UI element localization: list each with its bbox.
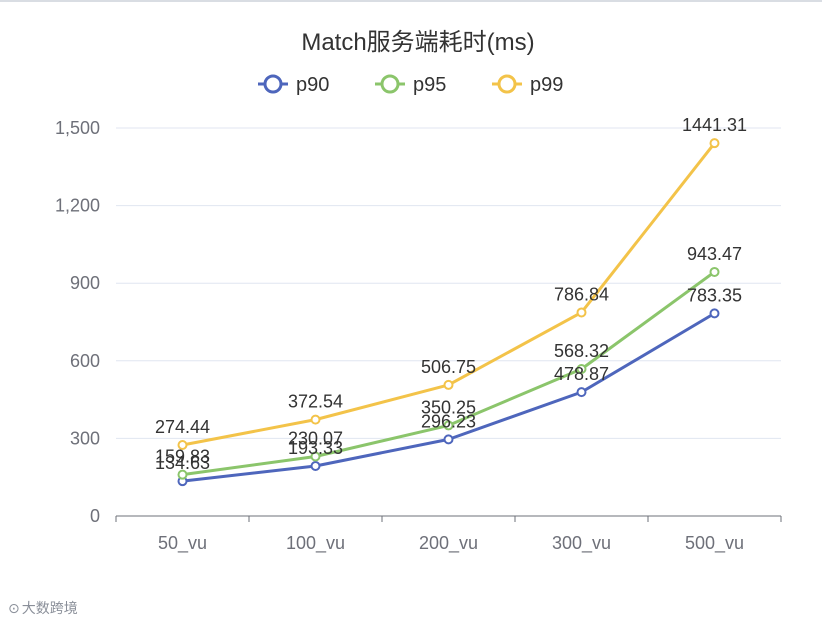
legend-marker-icon <box>497 74 517 94</box>
legend-label: p90 <box>296 74 329 96</box>
data-label-p99: 506.75 <box>421 357 476 377</box>
y-tick-label: 1,200 <box>55 196 100 216</box>
x-tick-label: 300_vu <box>552 533 611 554</box>
watermark: ⊙ 大数跨境 <box>8 598 78 618</box>
legend: p90 p95 p99 <box>258 74 563 96</box>
watermark-text: 大数跨境 <box>21 600 78 616</box>
series-p99 <box>177 138 720 451</box>
chart-title: Match服务端耗时(ms) <box>301 29 534 56</box>
series-group <box>177 138 720 487</box>
data-point-p95 <box>443 420 454 431</box>
legend-label: p95 <box>413 74 446 96</box>
data-point-p99 <box>177 440 188 451</box>
x-tick-label: 500_vu <box>685 533 744 554</box>
data-point-p99 <box>576 307 587 318</box>
data-point-p99 <box>709 138 720 149</box>
watermark-logo-icon: ⊙ <box>8 600 20 616</box>
top-border <box>0 0 822 2</box>
data-point-p95 <box>709 266 720 277</box>
data-label-p90: 193.33 <box>288 438 343 458</box>
y-tick-label: 0 <box>90 506 100 526</box>
data-label-p95: 230.07 <box>288 428 343 448</box>
data-label-p99: 786.84 <box>554 284 609 304</box>
data-label-p90: 478.87 <box>554 364 609 384</box>
grid <box>116 127 781 439</box>
y-tick-label: 300 <box>70 428 100 448</box>
data-label-p95: 568.32 <box>554 341 609 361</box>
data-labels: 134.63 193.33 296.23 478.87 783.35 159.83 230.… <box>155 115 747 473</box>
x-tick-label: 200_vu <box>419 533 478 554</box>
data-point-p95 <box>310 451 321 462</box>
data-point-p90 <box>576 387 587 398</box>
y-axis: 0 300 600 900 1,200 1,500 <box>55 118 100 526</box>
legend-item-p99: p99 <box>492 74 563 96</box>
data-label-p99: 372.54 <box>288 392 343 412</box>
data-label-p99: 274.44 <box>155 417 210 437</box>
legend-item-p95: p95 <box>375 74 446 96</box>
data-point-p99 <box>310 414 321 425</box>
x-tick-label: 100_vu <box>286 533 345 554</box>
data-point-p90 <box>443 434 454 445</box>
data-point-p90 <box>310 460 321 471</box>
data-label-p95: 943.47 <box>687 244 742 264</box>
legend-marker-icon <box>380 74 400 94</box>
x-tick-label: 50_vu <box>158 533 207 554</box>
legend-item-p90: p90 <box>258 74 329 96</box>
legend-label: p99 <box>530 74 563 96</box>
data-label-p90: 296.23 <box>421 411 476 431</box>
data-label-p99: 1441.31 <box>682 115 747 135</box>
series-p95 <box>177 266 720 480</box>
data-label-p90: 134.63 <box>155 453 210 473</box>
data-label-p90: 783.35 <box>687 285 742 305</box>
y-tick-label: 900 <box>70 273 100 293</box>
x-axis: 50_vu 100_vu 200_vu 300_vu 500_vu <box>115 515 782 554</box>
y-tick-label: 600 <box>70 351 100 371</box>
data-label-p95: 159.83 <box>155 447 210 467</box>
data-point-p99 <box>443 379 454 390</box>
data-label-p95: 350.25 <box>421 397 476 417</box>
series-p90 <box>177 308 720 487</box>
data-point-p95 <box>177 469 188 480</box>
data-point-p90 <box>709 308 720 319</box>
legend-marker-icon <box>263 74 283 94</box>
data-point-p95 <box>576 363 587 374</box>
y-tick-label: 1,500 <box>55 118 100 138</box>
